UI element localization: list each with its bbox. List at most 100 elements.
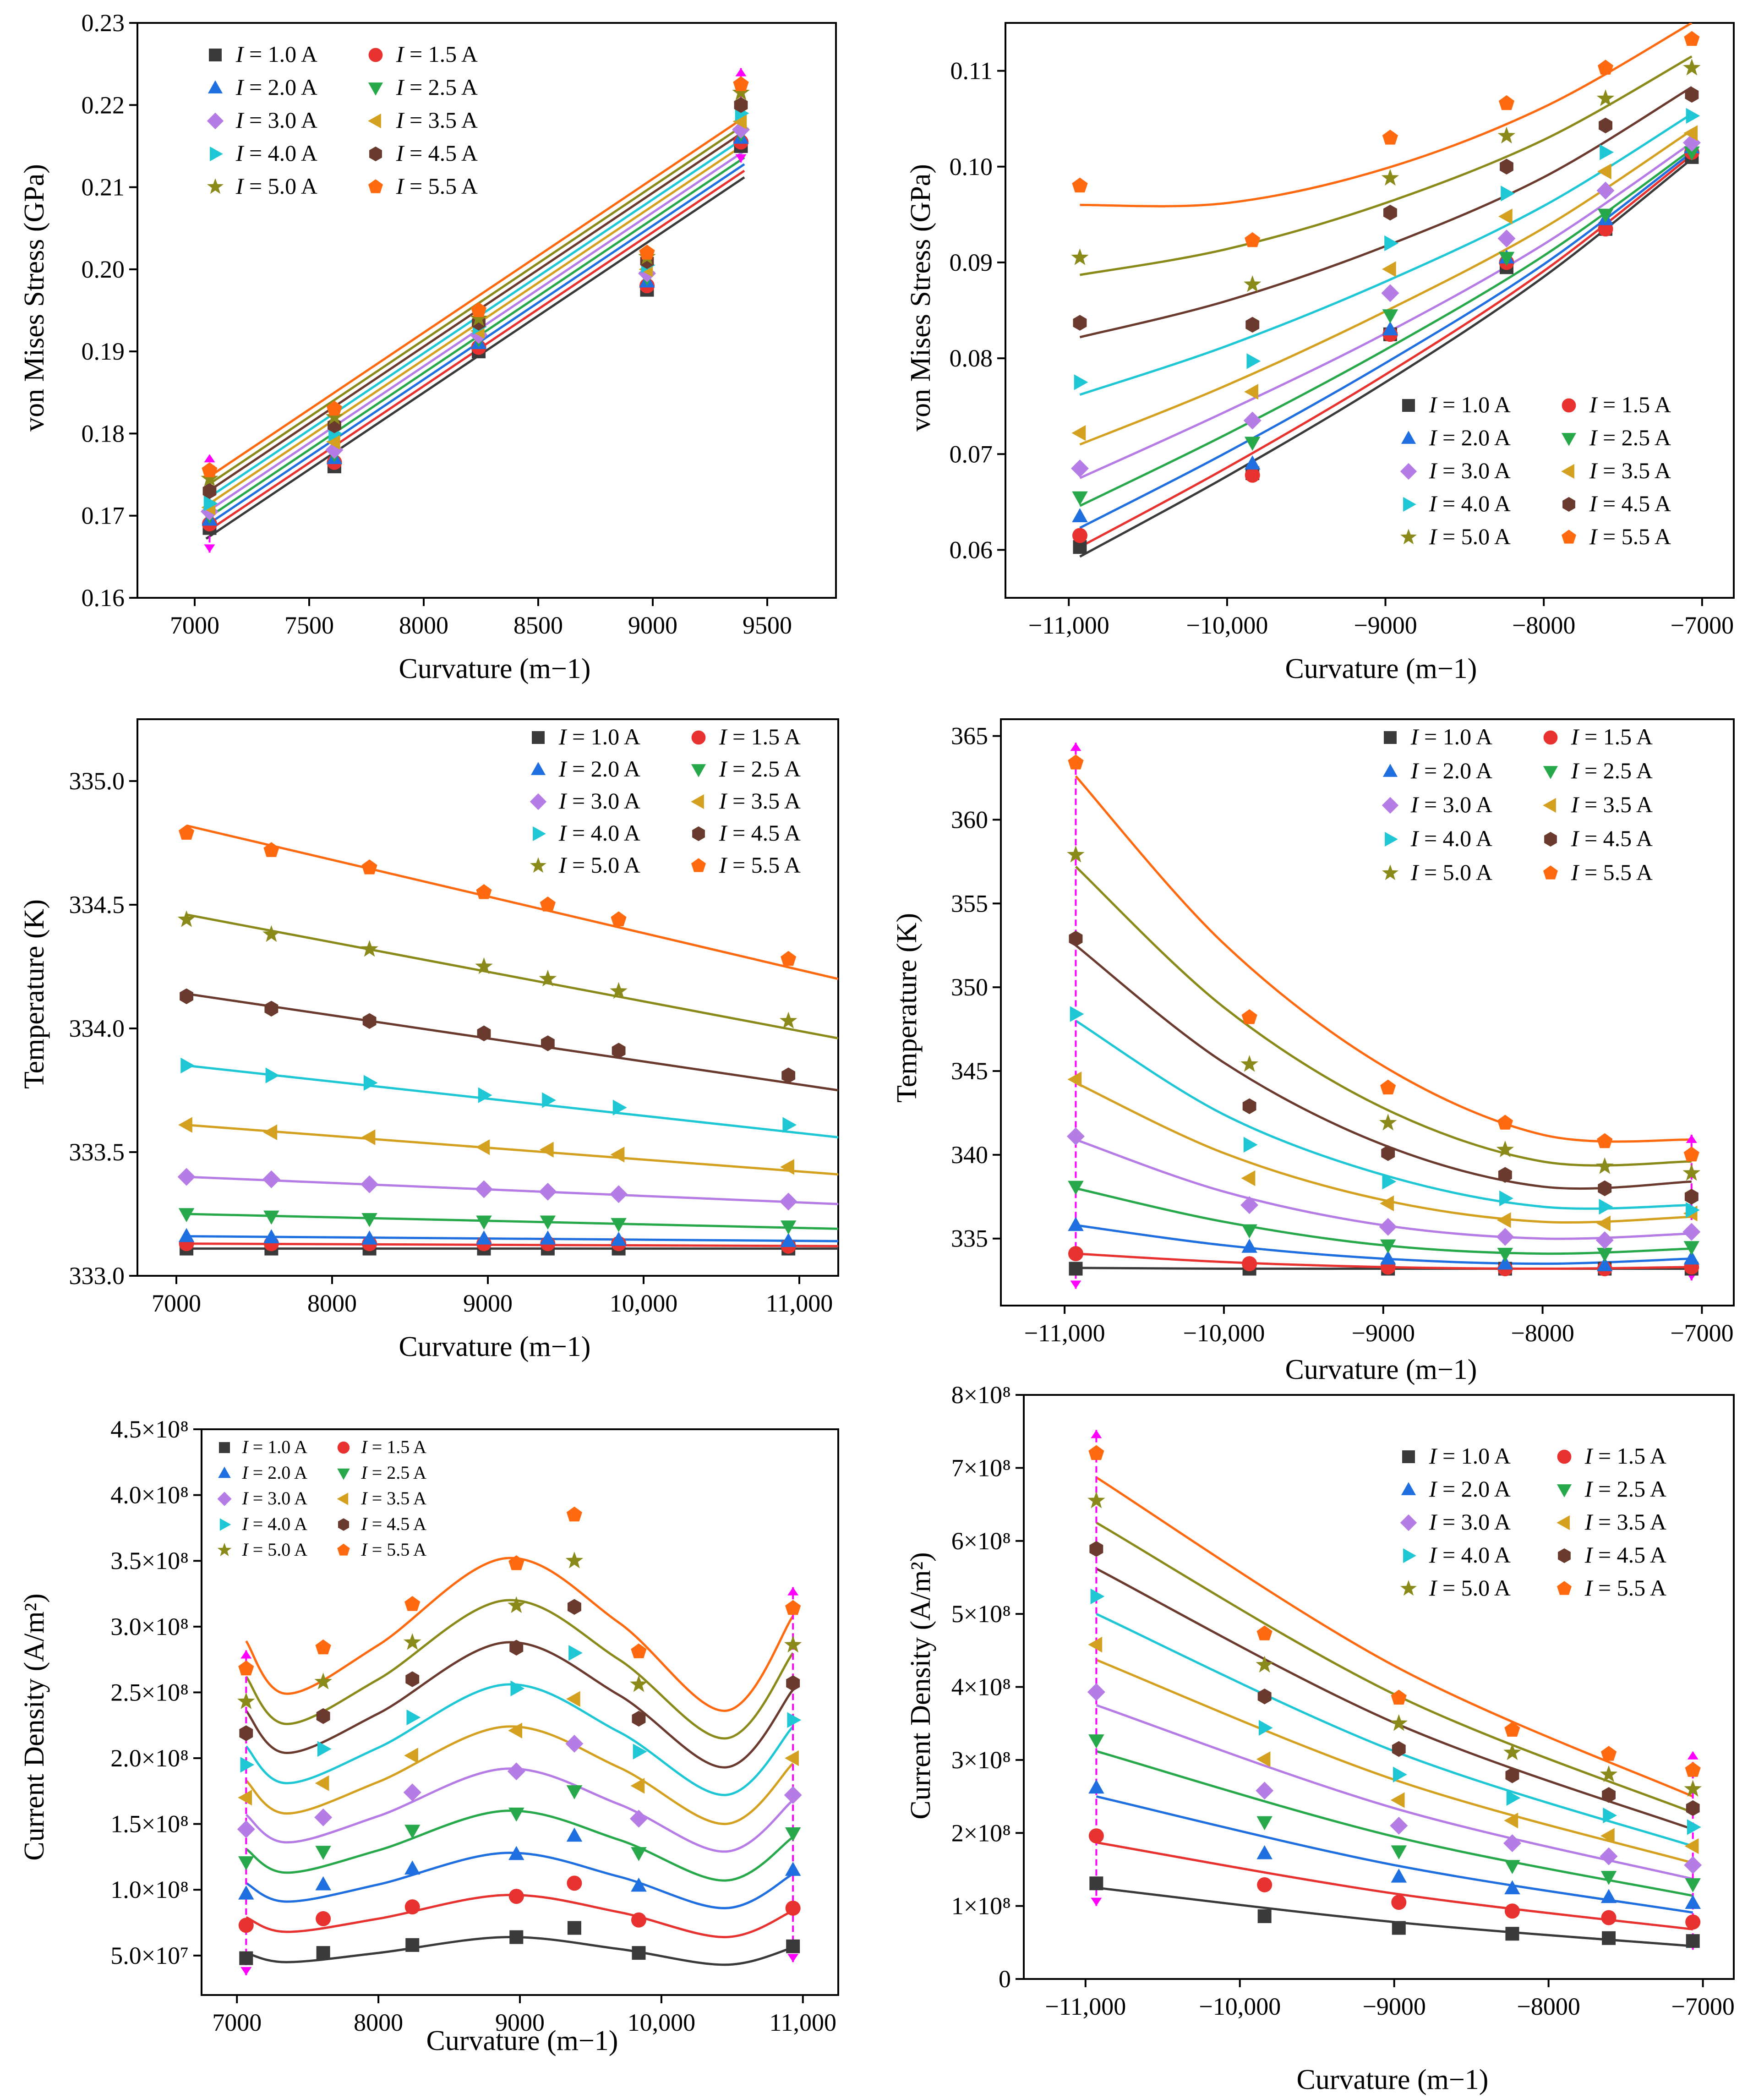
legend-item: I = 1.5 A <box>1543 724 1653 749</box>
data-point <box>404 1825 421 1839</box>
legend-label: I = 5.5 A <box>719 852 801 878</box>
data-point <box>1597 1133 1613 1148</box>
legend-marker <box>219 1518 231 1531</box>
data-point <box>1384 235 1398 251</box>
legend-label: I = 5.5 A <box>1571 859 1653 885</box>
data-point <box>784 1635 802 1653</box>
data-point <box>315 1639 331 1655</box>
y-tick-label: 333.5 <box>69 1138 125 1166</box>
legend-item: I = 4.0 A <box>1403 491 1511 516</box>
data-point <box>1068 1217 1084 1231</box>
data-point <box>1242 1098 1256 1115</box>
data-point <box>508 1596 525 1613</box>
data-point <box>1068 754 1084 770</box>
legend-item: I = 5.0 A <box>1400 1575 1511 1601</box>
legend-label: I = 2.0 A <box>1429 1476 1511 1502</box>
data-point <box>317 1741 332 1757</box>
legend-item: I = 1.5 A <box>337 1437 426 1457</box>
y-tick-label: 365 <box>951 722 988 750</box>
data-point <box>1498 1167 1512 1183</box>
data-point <box>1380 1195 1394 1212</box>
data-point <box>1088 1636 1103 1653</box>
legend-label: I = 4.0 A <box>235 140 317 166</box>
data-point <box>478 1087 492 1104</box>
x-tick-label: 9000 <box>495 2009 545 2036</box>
data-point <box>1088 1734 1104 1749</box>
legend-marker <box>691 764 706 777</box>
data-point <box>1069 1262 1083 1276</box>
legend-label: I = 1.5 A <box>1571 724 1653 749</box>
data-point <box>406 1709 421 1726</box>
data-point <box>316 1911 331 1926</box>
data-point <box>316 1946 330 1960</box>
data-point <box>611 1231 627 1246</box>
y-tick-label: 355 <box>951 890 988 917</box>
data-point <box>786 1939 800 1953</box>
legend-item: I = 1.0 A <box>1384 724 1492 749</box>
legend-marker <box>209 49 222 61</box>
legend-item: I = 2.0 A <box>218 1462 307 1483</box>
data-point <box>1245 317 1260 333</box>
legend-marker <box>210 146 223 162</box>
y-tick-label: 0.10 <box>950 153 993 180</box>
data-point <box>1089 1876 1103 1891</box>
y-tick-label: 3.0×10⁸ <box>110 1613 189 1640</box>
data-point <box>1597 60 1614 75</box>
x-tick-label: −10,000 <box>1186 612 1268 639</box>
data-point <box>567 1921 581 1935</box>
data-point <box>1382 1174 1397 1190</box>
data-point <box>1686 1934 1700 1948</box>
y-tick-label: 3×10⁸ <box>951 1746 1011 1774</box>
data-point <box>568 1599 581 1615</box>
data-point <box>178 1208 195 1222</box>
fit-line <box>1079 158 1693 558</box>
legend-item: I = 3.0 A <box>207 107 317 133</box>
legend-label: I = 4.5 A <box>719 820 801 846</box>
fit-line <box>1096 1841 1693 1931</box>
fit-line <box>246 1852 794 1909</box>
data-point <box>1244 437 1261 451</box>
data-point <box>1683 125 1698 141</box>
y-tick-label: 2.0×10⁸ <box>110 1744 189 1772</box>
legend-label: I = 2.0 A <box>1429 425 1511 450</box>
legend-item: I = 3.0 A <box>530 788 640 814</box>
error-bar-cap <box>735 154 747 163</box>
legend-item: I = 4.0 A <box>1403 1542 1511 1568</box>
ylabel: von Mises Stress (GPa) <box>905 164 936 432</box>
y-tick-label: 0.22 <box>82 91 125 119</box>
data-point <box>360 1175 379 1193</box>
legend-label: I = 1.5 A <box>719 724 801 749</box>
legend-label: I = 1.0 A <box>558 724 640 749</box>
data-point <box>1687 1819 1701 1835</box>
legend-label: I = 3.5 A <box>719 788 801 814</box>
error-bar-cap <box>1686 1134 1697 1143</box>
data-point <box>1596 1157 1614 1174</box>
legend-label: I = 4.5 A <box>396 140 478 166</box>
legend-label: I = 4.0 A <box>241 1514 307 1534</box>
legend-label: I = 4.0 A <box>1429 491 1511 516</box>
data-point <box>1498 208 1513 224</box>
data-point <box>1258 1720 1273 1736</box>
data-point <box>1596 1215 1611 1232</box>
x-tick-label: 8000 <box>399 612 448 639</box>
legend-marker <box>1382 797 1399 814</box>
data-point <box>263 1229 279 1244</box>
data-point <box>1256 1845 1272 1859</box>
data-point <box>1602 1931 1616 1945</box>
legend-marker <box>1403 1548 1416 1563</box>
legend-marker <box>1561 464 1574 479</box>
legend-item: I = 5.5 A <box>368 173 478 199</box>
legend-label: I = 5.5 A <box>396 173 478 199</box>
data-point <box>780 1220 797 1235</box>
data-point <box>1393 1766 1407 1782</box>
data-point <box>632 1946 646 1960</box>
legend-label: I = 3.5 A <box>1571 792 1653 817</box>
data-point <box>1600 144 1614 160</box>
x-tick-label: −9000 <box>1362 1993 1425 2020</box>
data-point <box>403 1783 421 1802</box>
y-tick-label: 0.08 <box>950 344 993 372</box>
legend-item: I = 4.0 A <box>219 1514 307 1534</box>
legend-label: I = 5.0 A <box>1410 859 1492 885</box>
ylabel: von Mises Stress (GPa) <box>19 164 50 432</box>
legend-item: I = 2.0 A <box>1401 425 1511 450</box>
